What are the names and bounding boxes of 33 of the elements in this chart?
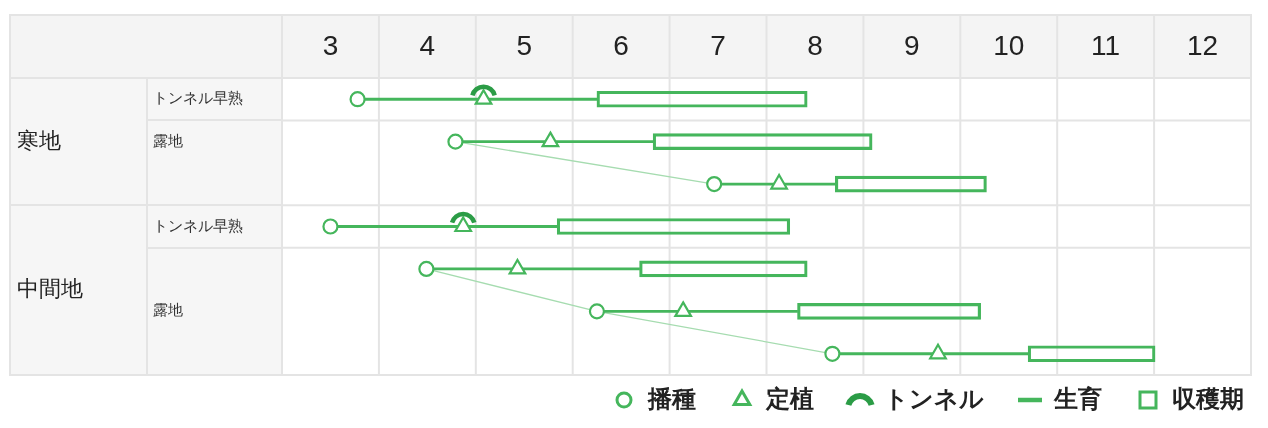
- point: [674, 301, 693, 317]
- point: [706, 175, 723, 193]
- x-tick-label: 4: [419, 29, 436, 61]
- y-tick-label: 露地: [153, 301, 183, 319]
- legend-label: 播種: [647, 384, 696, 412]
- legend-label: 生育: [1053, 384, 1102, 412]
- x-tick-label: 7: [710, 29, 726, 61]
- point: [588, 303, 606, 320]
- point: [447, 133, 464, 150]
- text: 中間地: [17, 276, 83, 302]
- legend-label: 定植: [765, 384, 814, 412]
- point: [322, 218, 339, 235]
- x-tick-label: 8: [807, 29, 823, 61]
- x-tick-label: 6: [613, 29, 629, 61]
- y-tick-label: トンネル早熟: [153, 89, 243, 107]
- y-tick-label: トンネル早熟: [153, 216, 243, 234]
- point: [541, 131, 560, 148]
- x-tick-label: 11: [1091, 29, 1121, 61]
- y-tick-label: 露地: [153, 131, 183, 149]
- point: [824, 345, 841, 362]
- text: 寒地: [17, 127, 61, 153]
- point: [929, 343, 947, 360]
- x-tick-label: 5: [516, 29, 533, 61]
- x-tick-label: 9: [904, 29, 920, 61]
- x-tick-label: 12: [1186, 29, 1219, 61]
- legend-label: トンネル: [884, 384, 984, 412]
- legend-label: 収穫期: [1172, 384, 1244, 412]
- point: [418, 260, 435, 278]
- point: [349, 91, 366, 108]
- x-tick-label: 3: [322, 29, 339, 61]
- x-tick-label: 10: [993, 29, 1025, 61]
- point: [770, 173, 788, 190]
- point: [508, 258, 527, 275]
